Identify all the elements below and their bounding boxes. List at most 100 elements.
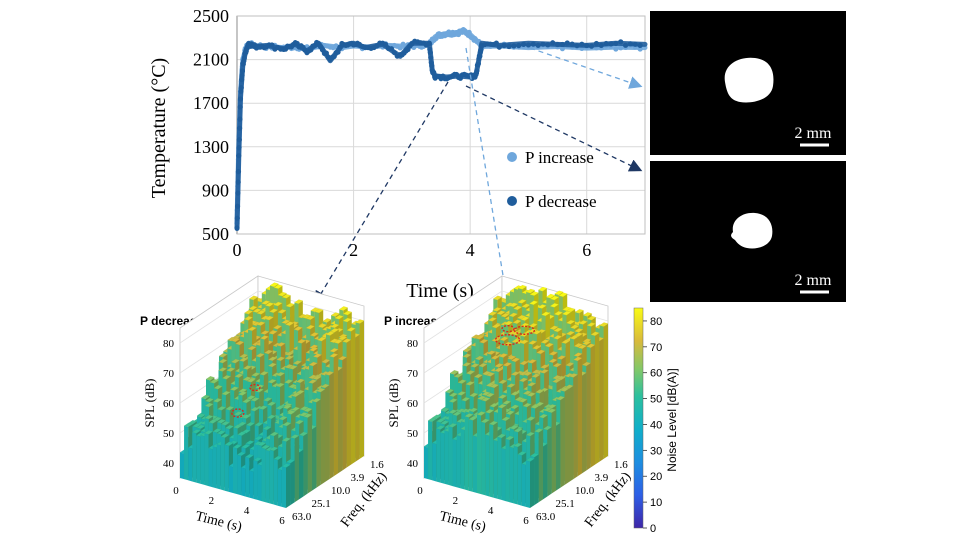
spl-bar-top-face [485,409,495,414]
spl-bar-top-face [453,373,463,378]
spl-bar-top-face [448,398,458,403]
spl-bar-top-face [543,407,553,412]
spl-bar-top-face [242,398,252,404]
spl-bar-top-face [261,444,271,450]
spl-bar-top-face [550,295,560,301]
spl-hotspot-marker [249,383,261,392]
spl-bar-top-face [569,335,579,340]
spl-bar-top-face [508,312,518,317]
spl-bar-top-face [582,361,591,367]
spl-z-tick-label: 70 [163,368,175,380]
temperature-chart: 500 900 1300 1700 2100 2500 0 2 4 6 Temperature … [148,6,648,302]
spl-bar-top-face [312,375,322,380]
spl-bar-side-face [294,435,299,503]
spl-bar-front-face [440,432,445,484]
spl-bar-top-face [491,337,501,342]
temperature-point [238,85,244,91]
spl-bar-top-face [534,428,544,433]
spl-bar-top-face [192,423,202,428]
spl-bar-front-face [184,425,189,481]
spl-bar-top-face [244,453,254,459]
spl-bar-top-face [531,373,541,378]
spl-bar-top-face [268,330,278,335]
temperature-point [235,168,242,175]
spl-bar-top-face [513,428,523,433]
colorbar-tick-label: 80 [650,316,662,328]
spl-z-tick-label: 60 [163,398,175,410]
spl-bar-front-face [277,469,282,507]
spl-bar-top-face [552,362,562,368]
spl-bar-top-face [457,379,467,384]
spl-bar-front-face [204,433,209,487]
spl-bar-top-face [517,285,527,290]
spl-bar-top-face [325,331,335,336]
spl-bar-top-face [510,371,520,376]
spl-bar-front-face [428,420,433,481]
spl-time-tick-label: 2 [453,495,459,507]
spl-bar-top-face [276,356,286,361]
spl-time-tick-label: 6 [279,515,285,527]
spl-freq-tick-label: 63.0 [536,511,556,523]
spl-freq-tick-label: 63.0 [292,511,312,523]
spl-bar-top-face [254,388,264,393]
spl-bar-top-face [204,414,214,420]
spl-bar-front-face [180,452,185,480]
spl-bar-top-face [305,325,315,330]
spl-bar-top-face [528,340,538,345]
temperature-point [237,96,244,102]
spl-bar-top-face [254,422,264,427]
spl-bar-side-face [577,357,582,477]
spl-bar-side-face [338,367,343,474]
spl-freq-tick-label: 3.9 [595,472,609,484]
temperature-x-tick-label: 0 [233,240,242,260]
spl-bar-top-face [297,339,307,344]
spl-bar-top-face [561,339,571,344]
spl-bar-top-face [506,383,516,388]
spl-bar-top-face [288,365,298,370]
temperature-point [501,43,507,49]
temperature-point [545,42,551,48]
spl-bar-side-face [586,363,591,471]
temperature-point [637,46,643,52]
spl-bar-front-face [456,435,461,489]
spl-bar-top-face [435,425,445,430]
spl-time-tick-label: 4 [488,505,494,517]
spl-bar-top-face [485,392,495,398]
spl-bar-front-face [424,446,429,480]
spl-freq-tick-label: 10.0 [331,485,351,497]
spl-bar-top-face [225,425,235,430]
spl-bar-side-face [564,388,569,485]
temperature-point [236,145,242,151]
temperature-point [569,41,575,47]
spl-bar-side-face [603,323,608,459]
spl-bar-top-face [452,411,462,416]
colorbar-tick-label: 20 [650,471,662,483]
temperature-point [525,42,532,48]
spl-bar-side-face [569,385,574,482]
spl-bar-top-face [513,442,523,448]
temperature-point [554,41,561,48]
spl-bar-top-face [246,395,256,400]
temperature-point [613,46,619,52]
spl-bar-top-face [276,342,286,347]
spl-bar-top-face [333,339,343,344]
spl-bar-front-face [273,458,278,506]
spl-time-tick-label: 4 [244,505,250,517]
spl-bar-top-face [231,337,241,342]
arrow-to-increase-spl [465,47,512,303]
spl-bar-front-face [517,454,522,506]
spl-bar-top-face [267,379,277,384]
spl-bar-top-face [470,363,480,368]
temperature-legend: P increase P decrease [507,148,597,211]
spl-bar-top-face [299,431,308,437]
spl-bar-top-face [317,336,327,342]
melt-pool-image-increase: 2 mm [650,11,846,155]
spl-bar-top-face [522,390,532,395]
spl-bar-top-face [277,291,287,297]
temperature-point [579,41,585,47]
spl-bar-front-face [265,449,270,504]
temperature-point [428,55,434,61]
spl-bar-top-face [275,382,285,388]
spl-bar-top-face [552,378,562,383]
